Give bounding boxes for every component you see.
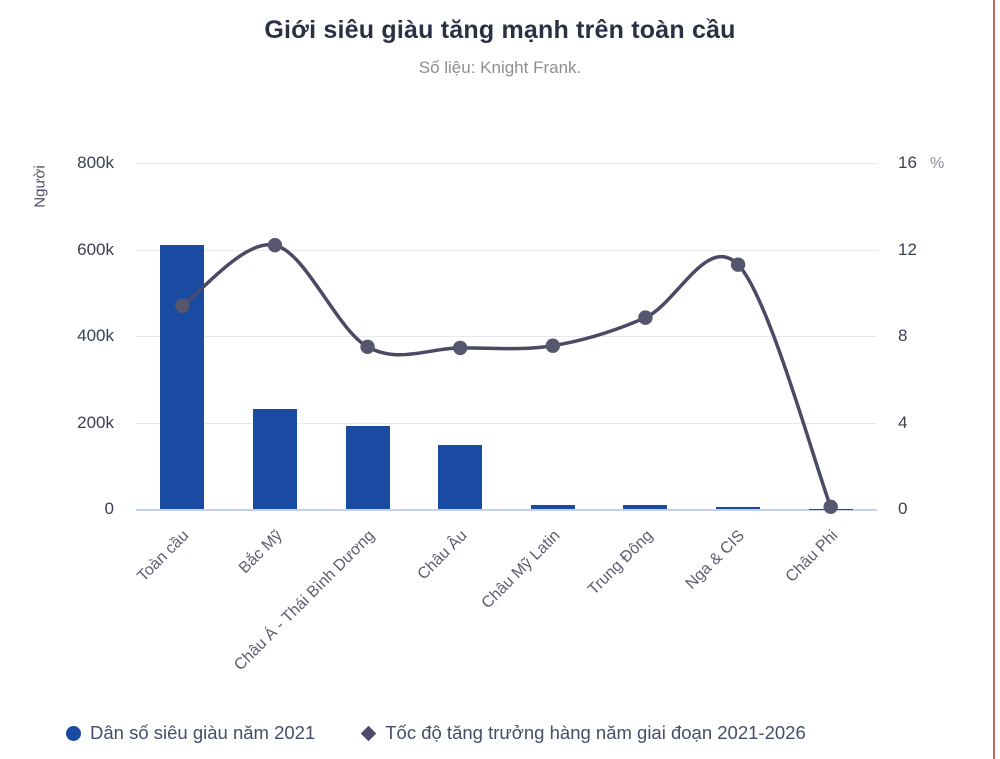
- bar[interactable]: [345, 425, 390, 509]
- y-axis-label-left: 200k: [77, 412, 114, 432]
- gridline: [136, 249, 877, 251]
- line-point[interactable]: [545, 338, 561, 353]
- bar[interactable]: [530, 505, 575, 509]
- y-axis-label-left: 600k: [77, 239, 114, 259]
- line-point[interactable]: [638, 310, 653, 325]
- line-point[interactable]: [452, 340, 468, 356]
- page-title: Giới siêu giàu tăng mạnh trên toàn cầu: [264, 16, 736, 44]
- legend-item-label: Dân số siêu giàu năm 2021: [90, 722, 316, 743]
- line-point[interactable]: [360, 339, 375, 355]
- x-axis-label: Châu Phi: [782, 527, 842, 586]
- right-axis-unit: %: [930, 155, 945, 172]
- line-point[interactable]: [823, 499, 838, 515]
- x-axis-label: Bắc Mỹ: [235, 527, 286, 577]
- line-point[interactable]: [730, 257, 746, 272]
- x-axis-label: Châu Âu: [414, 527, 471, 584]
- y-axis-label-left: 0: [104, 499, 114, 518]
- bar[interactable]: [623, 505, 668, 509]
- bar[interactable]: [160, 245, 205, 509]
- legend: Dân số siêu giàu năm 2021 Tốc độ tăng trư…: [66, 722, 806, 744]
- y-axis-label-right: 8: [898, 326, 908, 345]
- window-edge-accent: [993, 0, 995, 759]
- legend-item[interactable]: Tốc độ tăng trưởng hàng năm giai đoạn 20…: [360, 722, 806, 744]
- chart-subtitle: Số liệu: Knight Frank.: [418, 58, 582, 77]
- y-axis-label-left: 800k: [77, 153, 114, 172]
- y-axis-label-right: 0: [898, 499, 908, 518]
- x-axis-label: Toàn cầu: [134, 527, 193, 586]
- legend-item-label: Tốc độ tăng trưởng hàng năm giai đoạn 20…: [385, 722, 806, 743]
- x-axis-label: Châu Mỹ Latin: [478, 527, 564, 613]
- x-axis-label: Trung Đông: [584, 527, 656, 599]
- y-axis-label-left: 400k: [77, 326, 114, 345]
- bar[interactable]: [716, 506, 761, 509]
- legend-marker-diamond-icon: [360, 725, 377, 741]
- legend-item[interactable]: Dân số siêu giàu năm 2021: [66, 722, 315, 744]
- y-axis-label-right: 4: [898, 412, 908, 432]
- gridline: [136, 163, 877, 164]
- legend-marker-circle-icon: [66, 725, 81, 741]
- bar[interactable]: [438, 444, 483, 509]
- x-axis-label: Nga & CIS: [682, 527, 749, 593]
- gridline: [136, 509, 877, 511]
- bar[interactable]: [252, 409, 297, 509]
- bar[interactable]: [808, 508, 853, 510]
- y-axis-label-right: 12: [898, 239, 917, 259]
- gridline: [136, 336, 877, 337]
- gridline: [136, 422, 877, 424]
- y-axis-label-right: 16: [898, 153, 917, 172]
